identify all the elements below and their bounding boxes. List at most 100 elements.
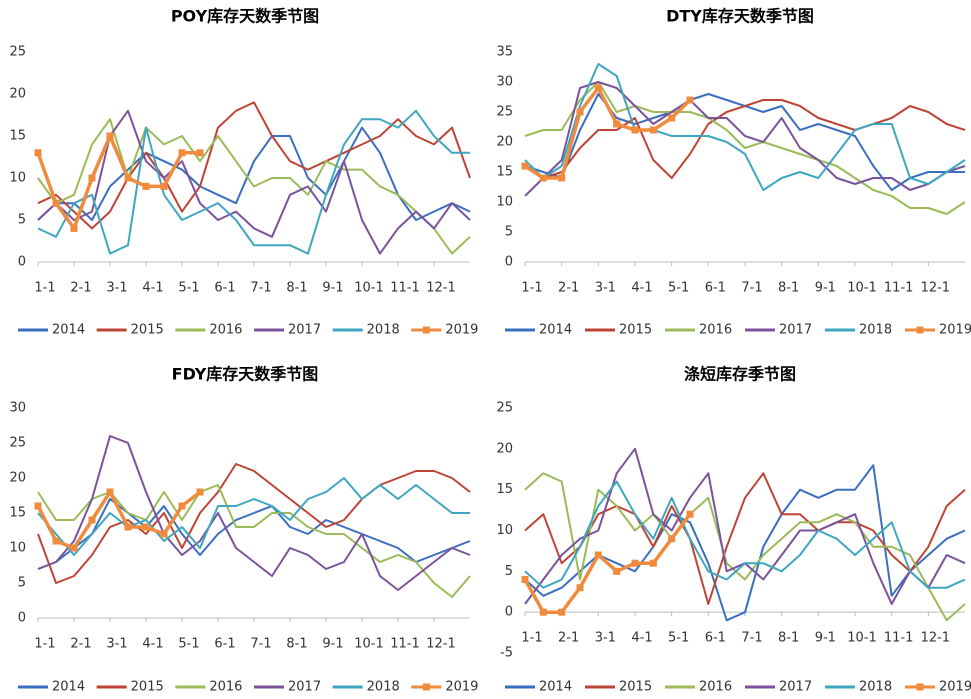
x-tick-label: 6-1: [705, 281, 726, 296]
data-point: [686, 96, 694, 104]
x-tick-label: 11-1: [884, 281, 914, 296]
data-point: [613, 567, 621, 575]
data-point: [196, 488, 204, 496]
series-line: [37, 435, 471, 591]
y-tick-label: 5: [505, 564, 513, 579]
x-tick-label: 4-1: [631, 281, 652, 296]
y-tick-label: 30: [9, 401, 26, 416]
x-tick-label: 5-1: [178, 281, 199, 296]
y-tick-label: 20: [496, 135, 513, 150]
x-tick-label: 4-1: [631, 631, 652, 646]
data-point: [576, 108, 584, 116]
chart-title: DTY库存天数季节图: [666, 7, 814, 26]
series-line: [36, 134, 200, 231]
data-point: [178, 502, 186, 510]
x-tick-label: 8-1: [286, 281, 307, 296]
y-tick-label: 5: [505, 225, 513, 240]
x-tick-label: 6-1: [214, 637, 235, 652]
x-tick-label: 2-1: [70, 637, 91, 652]
x-tick-label: 11-1: [884, 631, 914, 646]
x-tick-label: 3-1: [595, 631, 616, 646]
x-tick-label: 9-1: [322, 281, 343, 296]
data-point: [160, 530, 168, 538]
y-tick-label: 0: [505, 605, 513, 620]
legend-marker: [916, 326, 924, 334]
series-line: [524, 63, 966, 191]
series-line: [37, 463, 471, 584]
data-point: [649, 559, 657, 567]
x-tick-label: 8-1: [778, 281, 799, 296]
legend-label: 2015: [619, 680, 652, 695]
data-point: [576, 584, 584, 592]
legend-label: 2014: [539, 680, 572, 695]
legend-label: 2016: [209, 323, 242, 338]
x-tick-label: 10-1: [354, 637, 384, 652]
y-tick-label: 0: [18, 255, 26, 270]
x-tick-label: 5-1: [668, 631, 689, 646]
y-tick-label: 30: [496, 75, 513, 90]
legend-label: 2015: [131, 680, 164, 695]
x-tick-label: 2-1: [558, 631, 579, 646]
x-tick-label: 10-1: [354, 281, 384, 296]
series-line: [37, 109, 470, 255]
series-line: [524, 81, 966, 197]
data-point: [88, 516, 96, 524]
series-line: [37, 126, 471, 221]
x-tick-label: 8-1: [778, 631, 799, 646]
legend-label: 2019: [939, 323, 971, 338]
legend-marker: [422, 683, 430, 691]
data-point: [539, 608, 547, 616]
x-tick-label: 8-1: [286, 637, 307, 652]
x-tick-label: 11-1: [390, 281, 420, 296]
x-tick-label: 7-1: [250, 281, 271, 296]
y-tick-label: 10: [496, 195, 513, 210]
y-tick-label: 15: [496, 165, 513, 180]
legend-label: 2017: [779, 323, 812, 338]
legend-label: 2016: [699, 680, 732, 695]
y-tick-label: 25: [496, 105, 513, 120]
series-line: [524, 472, 966, 605]
data-point: [52, 199, 60, 207]
series-line: [36, 490, 202, 550]
data-point: [686, 510, 694, 518]
y-tick-label: 10: [9, 171, 26, 186]
legend-label: 2018: [859, 323, 892, 338]
legend-label: 2014: [52, 680, 85, 695]
y-tick-label: 20: [9, 471, 26, 486]
data-point: [668, 114, 676, 122]
legend-marker: [916, 683, 924, 691]
data-point: [631, 559, 639, 567]
legend-label: 2014: [52, 323, 85, 338]
legend-label: 2018: [367, 680, 400, 695]
chart-title: 涤短库存季节图: [684, 365, 796, 384]
legend-label: 2018: [367, 323, 400, 338]
series-line: [524, 472, 966, 622]
data-point: [52, 537, 60, 545]
x-tick-label: 9-1: [815, 281, 836, 296]
series-line: [524, 86, 692, 180]
x-tick-label: 11-1: [390, 637, 420, 652]
y-tick-label: 20: [9, 87, 26, 102]
x-tick-label: 6-1: [705, 631, 726, 646]
legend-label: 2014: [539, 323, 572, 338]
x-tick-label: 7-1: [741, 281, 762, 296]
x-tick-label: 5-1: [178, 637, 199, 652]
y-tick-label: 5: [18, 576, 26, 591]
y-tick-label: 15: [9, 506, 26, 521]
legend-marker: [422, 326, 430, 334]
x-tick-label: 10-1: [847, 281, 877, 296]
data-point: [70, 224, 78, 232]
data-point: [649, 126, 657, 134]
legend-label: 2015: [131, 323, 164, 338]
legend-label: 2016: [699, 323, 732, 338]
series-line: [523, 513, 692, 614]
legend-label: 2015: [619, 323, 652, 338]
y-tick-label: 25: [496, 401, 513, 416]
data-point: [558, 174, 566, 182]
x-tick-label: 1-1: [521, 631, 542, 646]
data-point: [70, 544, 78, 552]
data-point: [594, 84, 602, 92]
data-point: [34, 502, 42, 510]
data-point: [88, 174, 96, 182]
